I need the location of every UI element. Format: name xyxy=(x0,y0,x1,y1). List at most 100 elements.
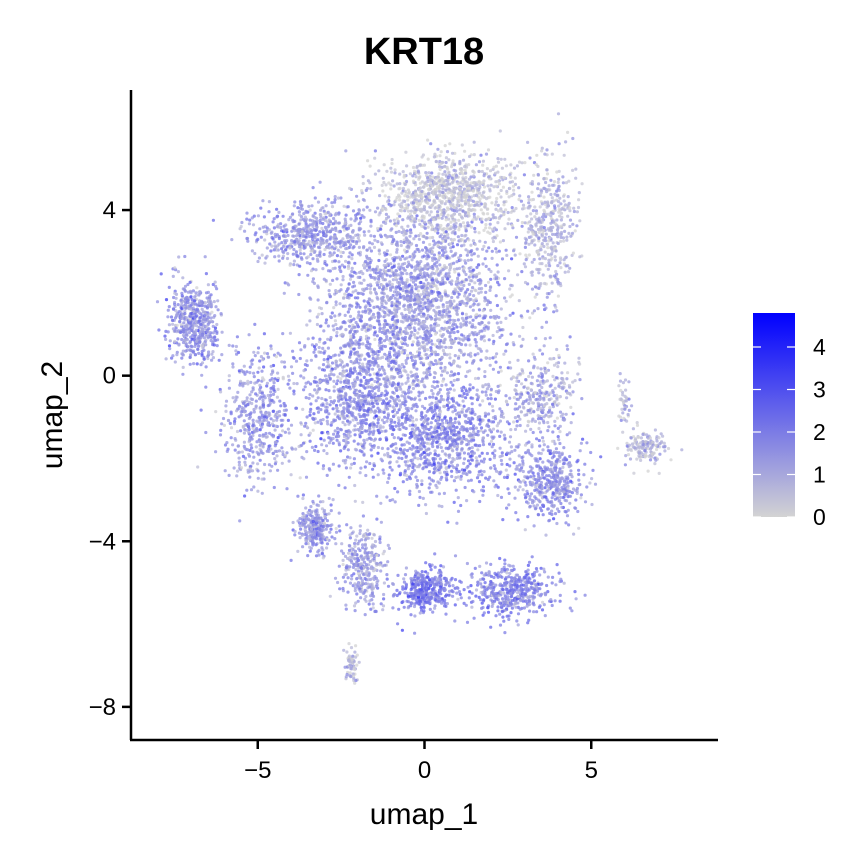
cell-point xyxy=(350,269,354,274)
cell-point xyxy=(480,169,484,174)
cell-point xyxy=(416,170,421,174)
cell-point xyxy=(537,182,541,186)
cell-point xyxy=(517,299,521,303)
cell-point xyxy=(440,355,444,359)
cell-point xyxy=(361,198,365,202)
cell-point xyxy=(421,240,426,244)
cell-point xyxy=(389,203,393,207)
cell-point xyxy=(445,371,449,375)
cell-point xyxy=(412,223,416,227)
cell-point xyxy=(445,150,450,154)
cell-point xyxy=(245,488,249,492)
cell-point xyxy=(336,375,340,379)
cell-point xyxy=(545,295,549,299)
cell-point xyxy=(271,435,275,439)
cell-point xyxy=(366,159,370,163)
cell-point xyxy=(487,175,491,179)
cell-point xyxy=(308,208,312,212)
cell-point xyxy=(426,225,430,229)
cell-point xyxy=(376,240,380,244)
cell-point xyxy=(392,259,396,263)
cell-point xyxy=(256,259,260,264)
cell-point xyxy=(499,307,503,311)
cell-point xyxy=(476,346,480,350)
cell-point xyxy=(473,338,477,342)
cell-point xyxy=(357,270,362,275)
cell-point xyxy=(343,222,347,226)
cell-point xyxy=(493,316,497,320)
cell-point xyxy=(456,276,460,280)
cell-point xyxy=(448,142,452,146)
cell-point xyxy=(399,240,403,244)
cell-point xyxy=(306,273,310,277)
cell-point xyxy=(275,410,280,414)
cell-point xyxy=(425,272,429,276)
cell-point xyxy=(222,423,226,427)
cell-point xyxy=(425,248,429,252)
cell-point xyxy=(549,211,553,215)
cell-point xyxy=(410,219,414,223)
cell-point xyxy=(190,311,194,316)
cell-point xyxy=(302,227,306,231)
cell-point xyxy=(549,226,553,230)
cell-point xyxy=(210,352,214,356)
cell-point xyxy=(464,233,468,237)
cell-point xyxy=(510,293,514,297)
cell-point xyxy=(365,205,369,209)
cell-point xyxy=(439,269,443,273)
cell-point xyxy=(543,152,547,156)
cell-point xyxy=(448,299,452,303)
cell-point xyxy=(477,367,481,371)
cell-point xyxy=(472,212,476,216)
cell-point xyxy=(203,301,207,305)
cell-point xyxy=(295,228,299,232)
cell-point xyxy=(429,210,433,214)
cell-point xyxy=(243,460,247,464)
cell-point xyxy=(518,334,522,338)
cell-point xyxy=(227,473,231,477)
cell-point xyxy=(265,352,270,356)
cell-point xyxy=(441,379,445,383)
cell-point xyxy=(462,243,466,247)
cell-point xyxy=(507,269,511,273)
cell-point xyxy=(556,180,560,184)
cell-point xyxy=(364,304,368,308)
cell-point xyxy=(380,304,384,309)
cell-point xyxy=(422,163,426,167)
cell-point xyxy=(181,349,185,353)
cell-point xyxy=(536,164,540,168)
cell-point xyxy=(413,269,417,273)
cell-point xyxy=(315,225,319,229)
cell-point xyxy=(413,335,417,339)
cell-point xyxy=(382,163,386,167)
cell-point xyxy=(183,284,188,288)
cell-point xyxy=(381,176,385,180)
cell-point xyxy=(478,322,482,326)
cell-point xyxy=(458,167,462,171)
cell-point xyxy=(358,318,362,322)
cell-point xyxy=(497,283,501,287)
cell-point xyxy=(419,280,423,285)
cell-point xyxy=(455,203,459,208)
cell-point xyxy=(450,279,454,283)
cell-point xyxy=(417,218,421,222)
cell-point xyxy=(239,379,243,383)
cell-point xyxy=(394,275,398,279)
cell-point xyxy=(409,275,413,279)
cell-point xyxy=(293,200,297,204)
cell-point xyxy=(318,230,322,234)
cell-point xyxy=(454,280,458,284)
cell-point xyxy=(287,459,291,463)
cell-point xyxy=(223,443,228,447)
cell-point xyxy=(481,399,485,403)
cell-point xyxy=(440,297,444,301)
cell-point xyxy=(425,211,429,215)
cell-point xyxy=(353,296,357,300)
cell-point xyxy=(493,203,498,207)
cell-point xyxy=(274,355,278,359)
cell-point xyxy=(456,295,460,299)
cell-point xyxy=(492,339,496,343)
cell-point xyxy=(364,334,369,338)
cell-point xyxy=(206,354,210,358)
cell-point xyxy=(440,248,444,252)
